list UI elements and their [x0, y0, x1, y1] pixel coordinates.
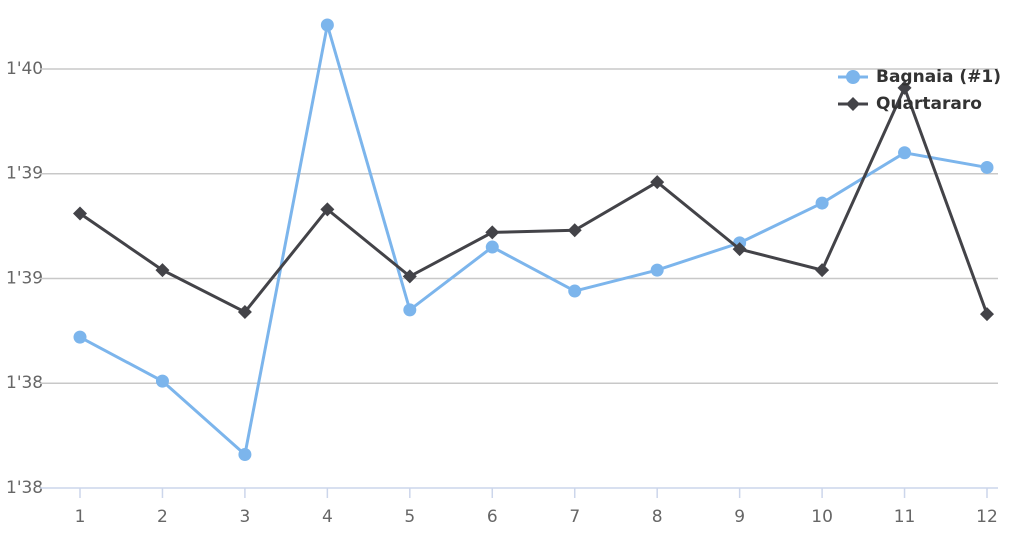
x-tick-label: 2	[157, 507, 168, 527]
y-tick-label: 1'38	[6, 373, 43, 393]
x-tick-label: 4	[322, 507, 333, 527]
point	[155, 374, 169, 388]
point	[73, 330, 87, 344]
y-tick-label: 1'40	[6, 59, 43, 79]
point	[73, 206, 87, 221]
point	[320, 18, 334, 32]
point	[815, 196, 829, 210]
point	[732, 242, 747, 257]
point	[320, 202, 335, 217]
x-tick-label: 5	[404, 507, 415, 527]
point	[846, 70, 860, 84]
point	[815, 263, 830, 278]
legend-label[interactable]: Quartararo	[876, 94, 982, 114]
point	[485, 225, 500, 240]
x-tick-label: 1	[75, 507, 86, 527]
x-tick-label: 12	[976, 507, 998, 527]
x-tick-label: 9	[734, 507, 745, 527]
x-tick-label: 6	[487, 507, 498, 527]
x-tick-label: 3	[239, 507, 250, 527]
series-line	[79, 24, 988, 458]
point	[155, 263, 170, 278]
x-tick-label: 7	[569, 507, 580, 527]
point	[897, 80, 912, 95]
x-tick-label: 11	[894, 507, 916, 527]
x-tick-label: 8	[652, 507, 663, 527]
series-line	[79, 83, 989, 315]
y-tick-label: 1'39	[6, 268, 43, 288]
legend: Bagnaia (#1) Quartararo	[838, 67, 1001, 114]
point	[237, 305, 252, 320]
y-tick-label: 1'39	[6, 164, 43, 184]
point	[568, 284, 582, 298]
point	[846, 97, 860, 111]
point	[485, 240, 499, 254]
point	[567, 223, 582, 238]
point	[650, 175, 665, 190]
point	[403, 303, 417, 317]
y-tick-label: 1'38	[6, 478, 43, 498]
point	[402, 269, 417, 284]
point	[898, 146, 912, 160]
point	[980, 160, 994, 174]
point	[980, 307, 994, 322]
legend-label[interactable]: Bagnaia (#1)	[876, 67, 1001, 87]
point	[650, 263, 664, 277]
point	[238, 447, 252, 461]
x-tick-label: 10	[811, 507, 833, 527]
